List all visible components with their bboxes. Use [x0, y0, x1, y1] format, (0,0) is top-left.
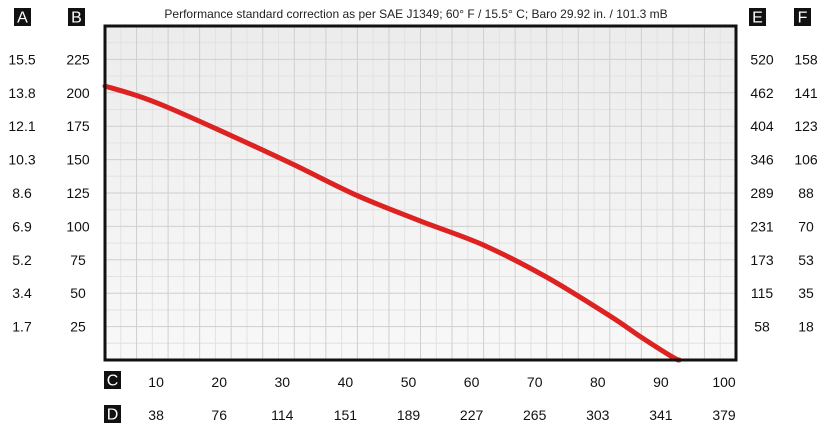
x-secondary-tick-label: 151 — [334, 407, 358, 423]
axis-badges: A B E F CD — [14, 8, 811, 424]
tick-labels: 1.7 25 58 18 3.4 50 115 35 5.2 75 173 53 6.9 100 231 70… — [8, 51, 818, 423]
axis-badge-letter: C — [107, 373, 119, 390]
axis-badge-letter: F — [798, 10, 808, 27]
y-tick-label: 125 — [66, 185, 90, 201]
data-point — [544, 275, 549, 280]
axis-badge-box — [104, 371, 121, 389]
data-point — [166, 105, 171, 110]
left-outer-tick-label: 13.8 — [8, 85, 35, 101]
axis-badge-bottom-primary: C — [104, 371, 121, 390]
series-line — [102, 83, 682, 363]
data-point — [355, 193, 360, 198]
axis-badge-box — [14, 8, 31, 26]
left-outer-tick-label: 6.9 — [12, 218, 32, 234]
x-secondary-tick-label: 341 — [649, 407, 673, 423]
right-inner-tick-label: 58 — [754, 319, 770, 335]
right-outer-tick-label: 53 — [798, 252, 814, 268]
axis-badge-right-inner: E — [749, 8, 766, 27]
y-tick-label: 50 — [70, 285, 86, 301]
y-tick-label: 225 — [66, 51, 90, 67]
data-point — [292, 162, 297, 167]
y-tick-label: 75 — [70, 252, 86, 268]
axis-badge-box — [794, 8, 811, 26]
x-secondary-tick-label: 379 — [712, 407, 736, 423]
right-inner-tick-label: 231 — [750, 218, 774, 234]
axis-badge-letter: D — [107, 407, 119, 424]
right-inner-tick-label: 520 — [750, 51, 774, 67]
y-tick-label: 150 — [66, 152, 90, 168]
x-tick-label: 60 — [464, 374, 480, 390]
right-outer-tick-label: 88 — [798, 185, 814, 201]
right-inner-tick-label: 173 — [750, 252, 774, 268]
data-point — [229, 133, 234, 138]
data-point — [639, 335, 644, 340]
x-secondary-tick-label: 227 — [460, 407, 484, 423]
y-tick-label: 200 — [66, 85, 90, 101]
left-outer-tick-label: 1.7 — [12, 319, 32, 335]
left-outer-tick-label: 8.6 — [12, 185, 32, 201]
data-point — [481, 243, 486, 248]
left-outer-tick-label: 10.3 — [8, 152, 35, 168]
y-tick-label: 25 — [70, 319, 86, 335]
axis-badge-box — [104, 405, 121, 423]
data-point — [418, 219, 423, 224]
left-outer-tick-label: 12.1 — [8, 118, 35, 134]
axis-badge-letter: B — [71, 10, 82, 27]
right-outer-tick-label: 106 — [794, 152, 818, 168]
x-secondary-tick-label: 114 — [271, 407, 294, 423]
x-secondary-tick-label: 76 — [211, 407, 227, 423]
x-tick-label: 100 — [712, 374, 736, 390]
right-inner-tick-label: 115 — [751, 285, 774, 301]
right-inner-tick-label: 462 — [750, 85, 774, 101]
x-tick-label: 90 — [653, 374, 669, 390]
axis-badge-box — [749, 8, 766, 26]
series-layer — [102, 83, 682, 363]
right-inner-tick-label: 346 — [750, 152, 774, 168]
x-tick-label: 20 — [211, 374, 227, 390]
x-tick-label: 10 — [148, 374, 164, 390]
axis-badge-letter: E — [752, 10, 763, 27]
left-outer-tick-label: 5.2 — [12, 252, 32, 268]
y-tick-label: 175 — [66, 118, 90, 134]
x-tick-label: 70 — [527, 374, 543, 390]
right-outer-tick-label: 158 — [794, 51, 818, 67]
axis-badge-box — [68, 8, 85, 26]
data-point — [134, 93, 139, 98]
left-outer-tick-label: 3.4 — [12, 285, 32, 301]
right-outer-tick-label: 123 — [794, 118, 818, 134]
x-tick-label: 50 — [401, 374, 417, 390]
x-secondary-tick-label: 189 — [397, 407, 421, 423]
x-secondary-tick-label: 265 — [523, 407, 547, 423]
x-tick-label: 40 — [338, 374, 354, 390]
x-tick-label: 80 — [590, 374, 606, 390]
axis-badge-left-outer: A — [14, 8, 31, 27]
data-point — [607, 313, 612, 318]
x-secondary-tick-label: 38 — [148, 407, 164, 423]
x-secondary-tick-label: 303 — [586, 407, 610, 423]
y-tick-label: 100 — [66, 218, 90, 234]
axis-badge-letter: A — [17, 10, 28, 27]
right-outer-tick-label: 18 — [798, 319, 814, 335]
right-outer-tick-label: 141 — [794, 85, 818, 101]
axis-badge-right-outer: F — [794, 8, 811, 27]
right-outer-tick-label: 70 — [798, 218, 814, 234]
axis-badge-bottom-secondary: D — [104, 405, 121, 424]
major-grid — [105, 26, 736, 360]
chart-title: Performance standard correction as per S… — [164, 7, 667, 21]
left-outer-tick-label: 15.5 — [8, 51, 35, 67]
plot-frame — [103, 24, 738, 362]
axis-badge-left-inner: B — [68, 8, 85, 27]
right-inner-tick-label: 404 — [750, 118, 774, 134]
right-outer-tick-label: 35 — [798, 285, 814, 301]
right-inner-tick-label: 289 — [750, 185, 774, 201]
x-tick-label: 30 — [275, 374, 291, 390]
